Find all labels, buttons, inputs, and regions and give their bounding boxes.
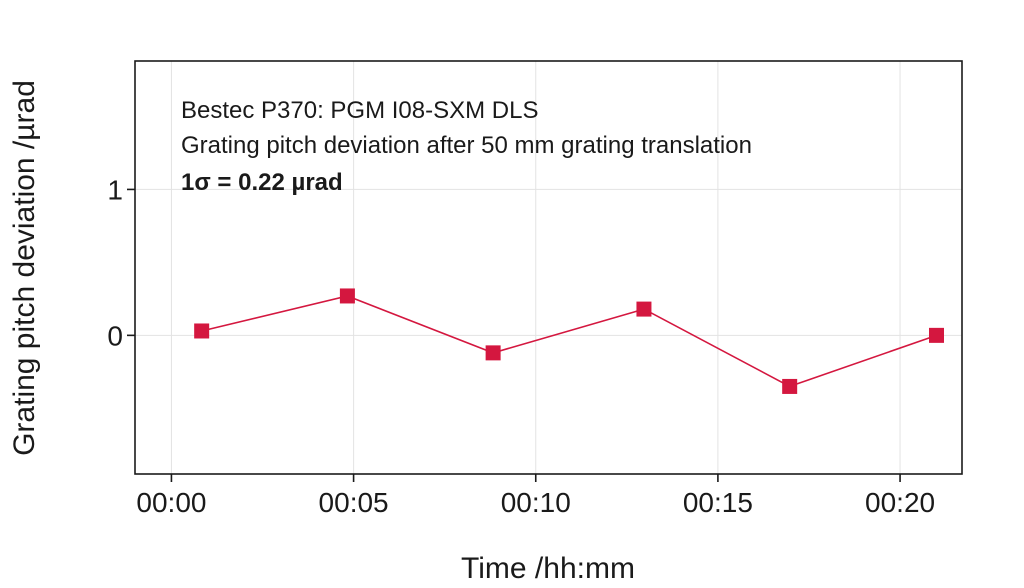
y-axis-title: Grating pitch deviation /µrad: [8, 80, 41, 456]
annotation-subtitle: Grating pitch deviation after 50 mm grat…: [181, 132, 752, 159]
data-series: [194, 288, 944, 394]
y-tick-label: 0: [107, 320, 123, 351]
series-line: [201, 295, 937, 388]
ticks: 00:00 00:05 00:10 00:15 00:20 0 1: [107, 174, 935, 518]
data-point: [485, 345, 501, 361]
x-tick-label: 00:20: [865, 487, 935, 518]
data-point: [928, 327, 944, 343]
data-point: [194, 323, 210, 339]
grid: [135, 61, 962, 474]
data-point: [636, 301, 652, 317]
x-tick-label: 00:00: [136, 487, 206, 518]
x-tick-label: 00:05: [319, 487, 389, 518]
annotation-title: Bestec P370: PGM I08-SXM DLS: [181, 97, 538, 124]
annotation-sigma: 1σ = 0.22 µrad: [181, 169, 343, 196]
data-point: [782, 378, 798, 394]
x-tick-label: 00:15: [683, 487, 753, 518]
x-axis-title: Time /hh:mm: [461, 552, 635, 585]
plot-frame: [134, 60, 963, 475]
data-point: [339, 288, 355, 304]
x-tick-label: 00:10: [501, 487, 571, 518]
y-tick-label: 1: [107, 174, 123, 205]
